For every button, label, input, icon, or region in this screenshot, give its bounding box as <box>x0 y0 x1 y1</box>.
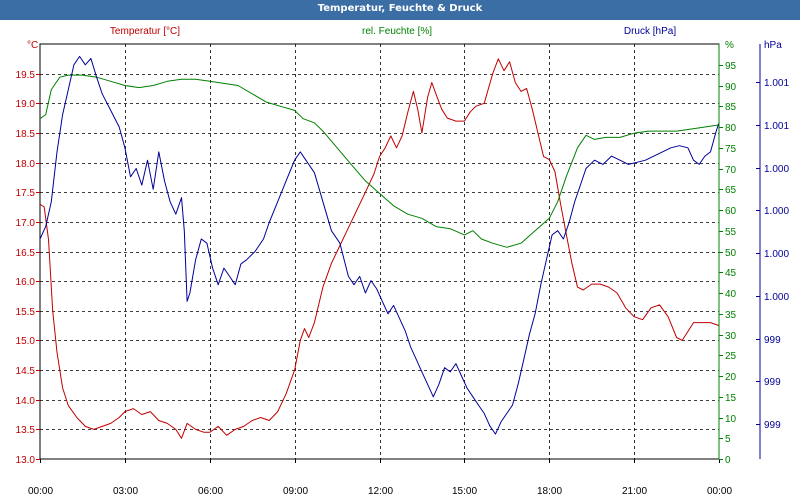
temperature-tick-label: 18.0 <box>16 159 36 170</box>
pressure-tick-label: 1.000 <box>764 292 789 303</box>
pressure-axis-label: Druck [hPa] <box>624 26 676 37</box>
temperature-series-line <box>39 58 720 439</box>
pressure-tick-label: 1.000 <box>764 164 789 175</box>
pressure-tick-label: 1.001 <box>764 121 789 132</box>
pressure-tick-label: 999 <box>764 377 781 388</box>
temperature-tick-label: 16.5 <box>16 248 36 259</box>
temperature-tick-label: 16.0 <box>16 277 36 288</box>
humidity-tick-label: 10 <box>725 414 737 425</box>
humidity-tick-label: 80 <box>725 123 737 134</box>
x-tick-time: 00:00 <box>28 486 53 497</box>
x-tick-time: 06:00 <box>198 486 223 497</box>
chart-plot: 13.0 13.5 14.0 14.5 15.0 15.5 16.0 16.5 17.0 17.5… <box>16 26 790 497</box>
chart-title: Temperatur, Feuchte & Druck <box>317 3 483 14</box>
humidity-tick-label: 15 <box>725 393 737 404</box>
humidity-axis-label: rel. Feuchte [%] <box>362 26 432 37</box>
humidity-tick-label: 95 <box>725 61 737 72</box>
pressure-tick-label: 1.000 <box>764 249 789 260</box>
humidity-tick-label: 0 <box>725 455 731 466</box>
humidity-tick-label: 70 <box>725 165 737 176</box>
temperature-tick-label: 17.5 <box>16 188 36 199</box>
humidity-tick-label: 90 <box>725 82 737 93</box>
title-bar: Temperatur, Feuchte & Druck <box>0 0 800 20</box>
temperature-tick-label: 13.0 <box>16 455 36 466</box>
temperature-tick-label: 14.5 <box>16 366 36 377</box>
humidity-tick-label: 55 <box>725 227 737 238</box>
x-tick-time: 15:00 <box>452 486 477 497</box>
x-tick-time: 21:00 <box>622 486 647 497</box>
humidity-tick-label: 50 <box>725 248 737 259</box>
temperature-axis-label: Temperatur [°C] <box>110 26 180 37</box>
humidity-tick-label: 60 <box>725 206 737 217</box>
pressure-tick-label: 1.001 <box>764 78 789 89</box>
humidity-unit: % <box>725 40 734 51</box>
temperature-unit: °C <box>27 40 38 51</box>
pressure-tick-label: 999 <box>764 420 781 431</box>
x-tick-time: 12:00 <box>368 486 393 497</box>
x-tick-time: 09:00 <box>283 486 308 497</box>
x-tick-time: 03:00 <box>113 486 138 497</box>
humidity-tick-label: 65 <box>725 185 737 196</box>
temperature-tick-label: 17.0 <box>16 218 36 229</box>
temperature-tick-label: 19.5 <box>16 70 36 81</box>
humidity-tick-label: 85 <box>725 102 737 113</box>
humidity-tick-label: 5 <box>725 434 731 445</box>
humidity-tick-label: 40 <box>725 289 737 300</box>
plot-area <box>39 43 720 460</box>
temperature-tick-label: 15.5 <box>16 307 36 318</box>
humidity-series-line <box>39 74 720 248</box>
temperature-tick-label: 18.5 <box>16 129 36 140</box>
temperature-tick-label: 14.0 <box>16 396 36 407</box>
temperature-tick-label: 15.0 <box>16 336 36 347</box>
pressure-tick-label: 1.000 <box>764 206 789 217</box>
humidity-tick-label: 25 <box>725 351 737 362</box>
humidity-tick-label: 35 <box>725 310 737 321</box>
x-tick-time: 00:00 <box>707 486 732 497</box>
humidity-tick-label: 30 <box>725 331 737 342</box>
pressure-unit: hPa <box>764 40 782 51</box>
humidity-tick-label: 20 <box>725 372 737 383</box>
temperature-tick-label: 13.5 <box>16 425 36 436</box>
humidity-tick-label: 45 <box>725 268 737 279</box>
pressure-tick-label: 999 <box>764 335 781 346</box>
humidity-tick-label: 75 <box>725 144 737 155</box>
x-tick-time: 18:00 <box>537 486 562 497</box>
pressure-series-line <box>39 55 720 435</box>
temperature-tick-label: 19.0 <box>16 99 36 110</box>
